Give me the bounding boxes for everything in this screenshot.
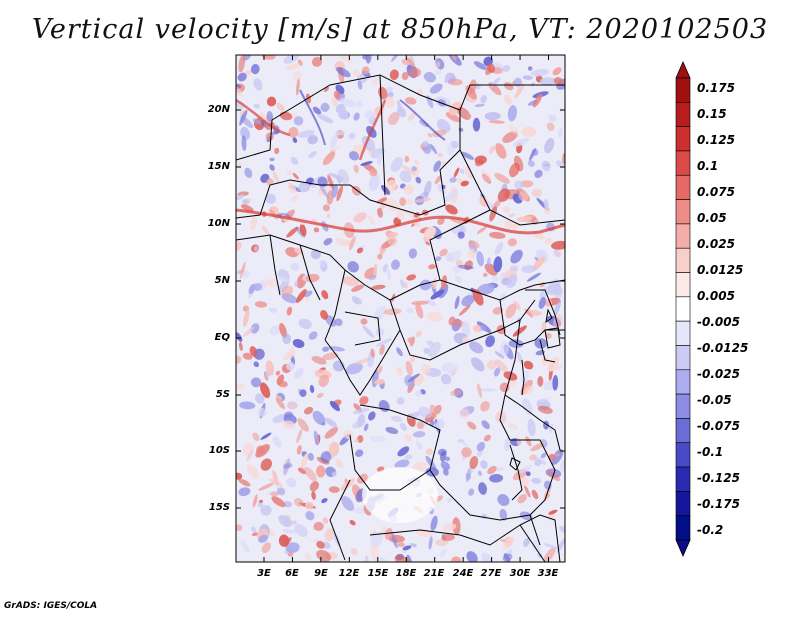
- colorbar-label: 0.025: [697, 237, 735, 251]
- y-tick-label: EQ: [214, 332, 230, 343]
- colorbar-label: -0.1: [697, 445, 724, 459]
- colorbar-swatch: [675, 320, 691, 346]
- x-tick-label: 30E: [509, 568, 531, 579]
- axis-ticks: [236, 55, 565, 562]
- colorbar-label: 0.005: [697, 289, 735, 303]
- colorbar-swatch: [675, 296, 691, 322]
- x-tick-label: 9E: [314, 568, 328, 579]
- colorbar-label: -0.05: [697, 393, 732, 407]
- colorbar-label: 0.125: [697, 133, 735, 147]
- colorbar-swatch: [675, 174, 691, 200]
- colorbar-swatch: [675, 199, 691, 225]
- colorbar-label: -0.0125: [697, 341, 749, 355]
- x-tick-label: 6E: [285, 568, 299, 579]
- x-tick-label: 24E: [452, 568, 474, 579]
- colorbar-top-arrow: [675, 61, 691, 79]
- colorbar-swatch: [675, 150, 691, 176]
- colorbar-swatch: [675, 126, 691, 152]
- y-tick-label: 10N: [207, 218, 230, 229]
- colorbar-swatch: [675, 247, 691, 273]
- country-borders: [236, 74, 565, 562]
- footer-credit: GrADS: IGES/COLA: [4, 601, 98, 611]
- colorbar-label: -0.025: [697, 367, 740, 381]
- colorbar-swatch: [675, 272, 691, 298]
- colorbar-label: 0.075: [697, 185, 735, 199]
- colorbar-label: -0.005: [697, 315, 740, 329]
- colorbar: [675, 61, 691, 557]
- x-tick-label: 3E: [257, 568, 271, 579]
- y-tick-label: 15N: [207, 161, 230, 172]
- colorbar-swatch: [675, 369, 691, 395]
- colorbar-label: 0.05: [697, 211, 727, 225]
- map-title: Vertical velocity [m/s] at 850hPa, VT: 2…: [31, 14, 769, 45]
- colorbar-label: 0.15: [697, 107, 727, 121]
- colorbar-label: 0.0125: [697, 263, 744, 277]
- colorbar-label: 0.175: [697, 81, 735, 95]
- x-tick-label: 18E: [395, 568, 417, 579]
- colorbar-label: -0.125: [697, 471, 740, 485]
- colorbar-label: -0.2: [697, 523, 724, 537]
- x-tick-label: 15E: [367, 568, 389, 579]
- colorbar-label: 0.1: [697, 159, 719, 173]
- colorbar-swatch: [675, 223, 691, 249]
- colorbar-swatch: [675, 393, 691, 419]
- y-tick-label: 10S: [208, 445, 230, 456]
- y-tick-label: 15S: [208, 502, 230, 513]
- x-tick-label: 21E: [423, 568, 445, 579]
- x-tick-label: 33E: [537, 568, 559, 579]
- y-tick-label: 20N: [207, 104, 230, 115]
- colorbar-swatch: [675, 491, 691, 516]
- colorbar-swatch: [675, 77, 691, 103]
- y-tick-label: 5S: [215, 389, 230, 400]
- colorbar-swatch: [675, 515, 691, 541]
- colorbar-swatch: [675, 442, 691, 468]
- lakes: [509, 308, 561, 471]
- y-tick-label: 5N: [214, 275, 230, 286]
- map-frame-border: [235, 54, 566, 563]
- colorbar-swatch: [675, 418, 691, 444]
- colorbar-label: -0.075: [697, 419, 740, 433]
- velocity-field: [236, 55, 565, 562]
- x-tick-label: 27E: [480, 568, 502, 579]
- colorbar-swatch: [675, 345, 691, 371]
- colorbar-bottom-arrow: [675, 539, 691, 557]
- x-tick-label: 12E: [338, 568, 360, 579]
- colorbar-swatch: [675, 466, 691, 492]
- colorbar-label: -0.175: [697, 497, 740, 511]
- colorbar-swatch: [675, 102, 691, 127]
